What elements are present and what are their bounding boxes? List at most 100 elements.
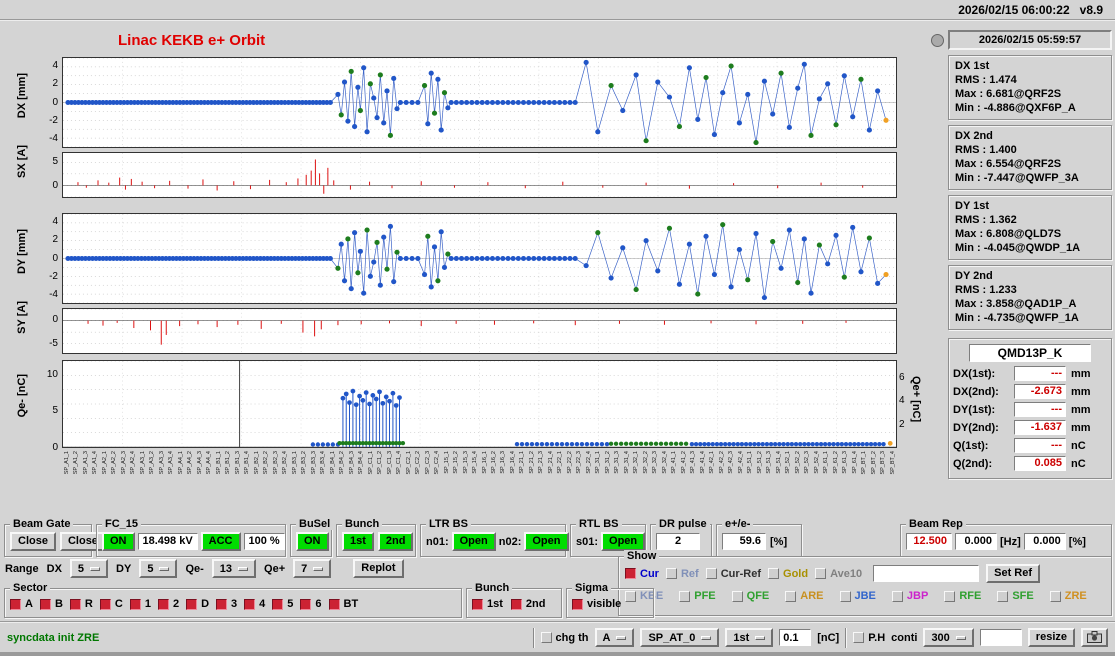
q-axis-title: Qe- [nC] xyxy=(16,374,28,418)
checkbox[interactable] xyxy=(244,598,256,610)
checkbox[interactable] xyxy=(679,590,691,602)
checkbox[interactable] xyxy=(944,590,956,602)
camera-button[interactable] xyxy=(1081,628,1108,647)
bunch-2nd-toggle[interactable]: 2nd xyxy=(510,598,545,610)
x-label: SP_A1_3 xyxy=(82,451,89,475)
checkbox[interactable] xyxy=(99,598,111,610)
show-rfe-toggle[interactable]: RFE xyxy=(944,590,981,602)
rtl-s01-open-button[interactable]: Open xyxy=(601,532,646,551)
ltr-n02-open-button[interactable]: Open xyxy=(524,532,569,551)
sector-1-toggle[interactable]: 1 xyxy=(129,598,151,610)
show-gold-toggle[interactable]: Gold xyxy=(768,568,808,580)
show-are-toggle[interactable]: ARE xyxy=(785,590,824,602)
show-cur-toggle[interactable]: Cur xyxy=(625,568,659,580)
checkbox[interactable] xyxy=(997,590,1009,602)
range-row: Range DX 5 DY 5 Qe- 13 Qe+ 7 Replot xyxy=(5,559,404,578)
checkbox[interactable] xyxy=(839,590,851,602)
show-cur-ref-toggle[interactable]: Cur-Ref xyxy=(705,568,761,580)
sector-d-toggle[interactable]: D xyxy=(186,598,209,610)
range-qe-minus-dropdown[interactable]: 13 xyxy=(211,559,257,578)
checkbox[interactable] xyxy=(69,598,81,610)
resize-button[interactable]: resize xyxy=(1027,628,1075,647)
checkbox[interactable] xyxy=(328,598,340,610)
checkbox[interactable] xyxy=(10,598,21,610)
checkbox[interactable] xyxy=(300,598,312,610)
checkbox[interactable] xyxy=(572,598,583,610)
show-qfe-toggle[interactable]: QFE xyxy=(731,590,769,602)
ph-checkbox[interactable] xyxy=(853,632,865,643)
checkbox[interactable] xyxy=(625,568,636,579)
checkbox[interactable] xyxy=(665,568,677,579)
show-jbe-toggle[interactable]: JBE xyxy=(839,590,876,602)
x-label: SP_A2_1 xyxy=(101,451,108,475)
sector-3-toggle[interactable]: 3 xyxy=(216,598,237,610)
clock-text: 2026/02/15 06:00:22 xyxy=(958,3,1070,17)
busel-on-button[interactable]: ON xyxy=(296,532,329,551)
monitor-title[interactable]: QMD13P_K xyxy=(969,344,1091,362)
show-kbe-toggle[interactable]: KBE xyxy=(625,590,663,602)
ph-toggle[interactable]: P.H xyxy=(853,632,885,644)
bunch-2nd-button[interactable]: 2nd xyxy=(377,532,414,551)
chg-th-toggle[interactable]: chg th xyxy=(540,632,589,644)
range-qe-plus-dropdown[interactable]: 7 xyxy=(293,559,332,578)
chg-th-checkbox[interactable] xyxy=(540,632,552,643)
checkbox[interactable] xyxy=(272,598,284,610)
checkbox[interactable] xyxy=(891,590,903,602)
x-label: SP_B2_4 xyxy=(282,451,289,475)
show-jbp-toggle[interactable]: JBP xyxy=(891,590,928,602)
checkbox[interactable] xyxy=(510,598,522,610)
range-dy-dropdown[interactable]: 5 xyxy=(139,559,178,578)
ref-file-input[interactable] xyxy=(873,565,980,582)
show-pfe-toggle[interactable]: PFE xyxy=(679,590,716,602)
checkbox[interactable] xyxy=(157,598,169,610)
sector-2-toggle[interactable]: 2 xyxy=(157,598,179,610)
replot-button[interactable]: Replot xyxy=(353,559,404,578)
ltr-n01-open-button[interactable]: Open xyxy=(451,532,496,551)
range-dx-dropdown[interactable]: 5 xyxy=(69,559,109,578)
page-title: Linac KEKB e+ Orbit xyxy=(118,32,266,49)
set-ref-button[interactable]: Set Ref xyxy=(986,564,1041,583)
checkbox[interactable] xyxy=(705,568,717,579)
checkbox[interactable] xyxy=(186,598,198,610)
fc15-acc-button[interactable]: ACC xyxy=(200,532,241,551)
checkbox[interactable] xyxy=(39,598,51,610)
checkbox[interactable] xyxy=(768,568,780,579)
bunch-1st-button[interactable]: 1st xyxy=(342,532,374,551)
show-ref-toggle[interactable]: Ref xyxy=(665,568,699,580)
fc15-on-button[interactable]: ON xyxy=(102,532,135,551)
aux-input[interactable] xyxy=(979,629,1022,646)
sector-r-toggle[interactable]: R xyxy=(69,598,93,610)
show-sfe-toggle[interactable]: SFE xyxy=(997,590,1034,602)
sector-b-toggle[interactable]: B xyxy=(39,598,63,610)
toggle-label: JBE xyxy=(854,590,876,602)
sector-a-dropdown[interactable]: A xyxy=(594,628,635,647)
dr-pulse-value: 2 xyxy=(656,533,700,550)
interval-dropdown[interactable]: 300 xyxy=(923,628,974,647)
checkbox[interactable] xyxy=(731,590,743,602)
sector-c-toggle[interactable]: C xyxy=(99,598,123,610)
sector-5-toggle[interactable]: 5 xyxy=(272,598,293,610)
checkbox[interactable] xyxy=(785,590,797,602)
checkbox[interactable] xyxy=(815,568,827,579)
sigma-row: visible xyxy=(567,589,653,617)
sector-bt-toggle[interactable]: BT xyxy=(328,598,358,610)
bunch-1st-toggle[interactable]: 1st xyxy=(472,598,503,610)
checkbox[interactable] xyxy=(625,590,636,602)
checkbox[interactable] xyxy=(129,598,141,610)
monitor-row: DX(2nd): -2.673 mm xyxy=(953,384,1107,399)
beam-gate-close1-button[interactable]: Close xyxy=(10,532,56,551)
x-label: SP_C1_4 xyxy=(396,451,403,475)
bunch-select-dropdown[interactable]: 1st xyxy=(725,628,774,647)
sp-at-dropdown[interactable]: SP_AT_0 xyxy=(640,628,720,647)
show-ave10-toggle[interactable]: Ave10 xyxy=(815,568,862,580)
threshold-input[interactable] xyxy=(779,629,812,646)
sector-6-toggle[interactable]: 6 xyxy=(300,598,322,610)
sigma-visible-toggle[interactable]: visible xyxy=(572,598,621,610)
checkbox[interactable] xyxy=(472,598,483,610)
checkbox[interactable] xyxy=(1049,590,1061,602)
checkbox[interactable] xyxy=(216,598,228,610)
ltr-bs-group-label: LTR BS xyxy=(426,518,471,530)
sector-a-toggle[interactable]: A xyxy=(10,598,33,610)
show-zre-toggle[interactable]: ZRE xyxy=(1049,590,1087,602)
sector-4-toggle[interactable]: 4 xyxy=(244,598,265,610)
